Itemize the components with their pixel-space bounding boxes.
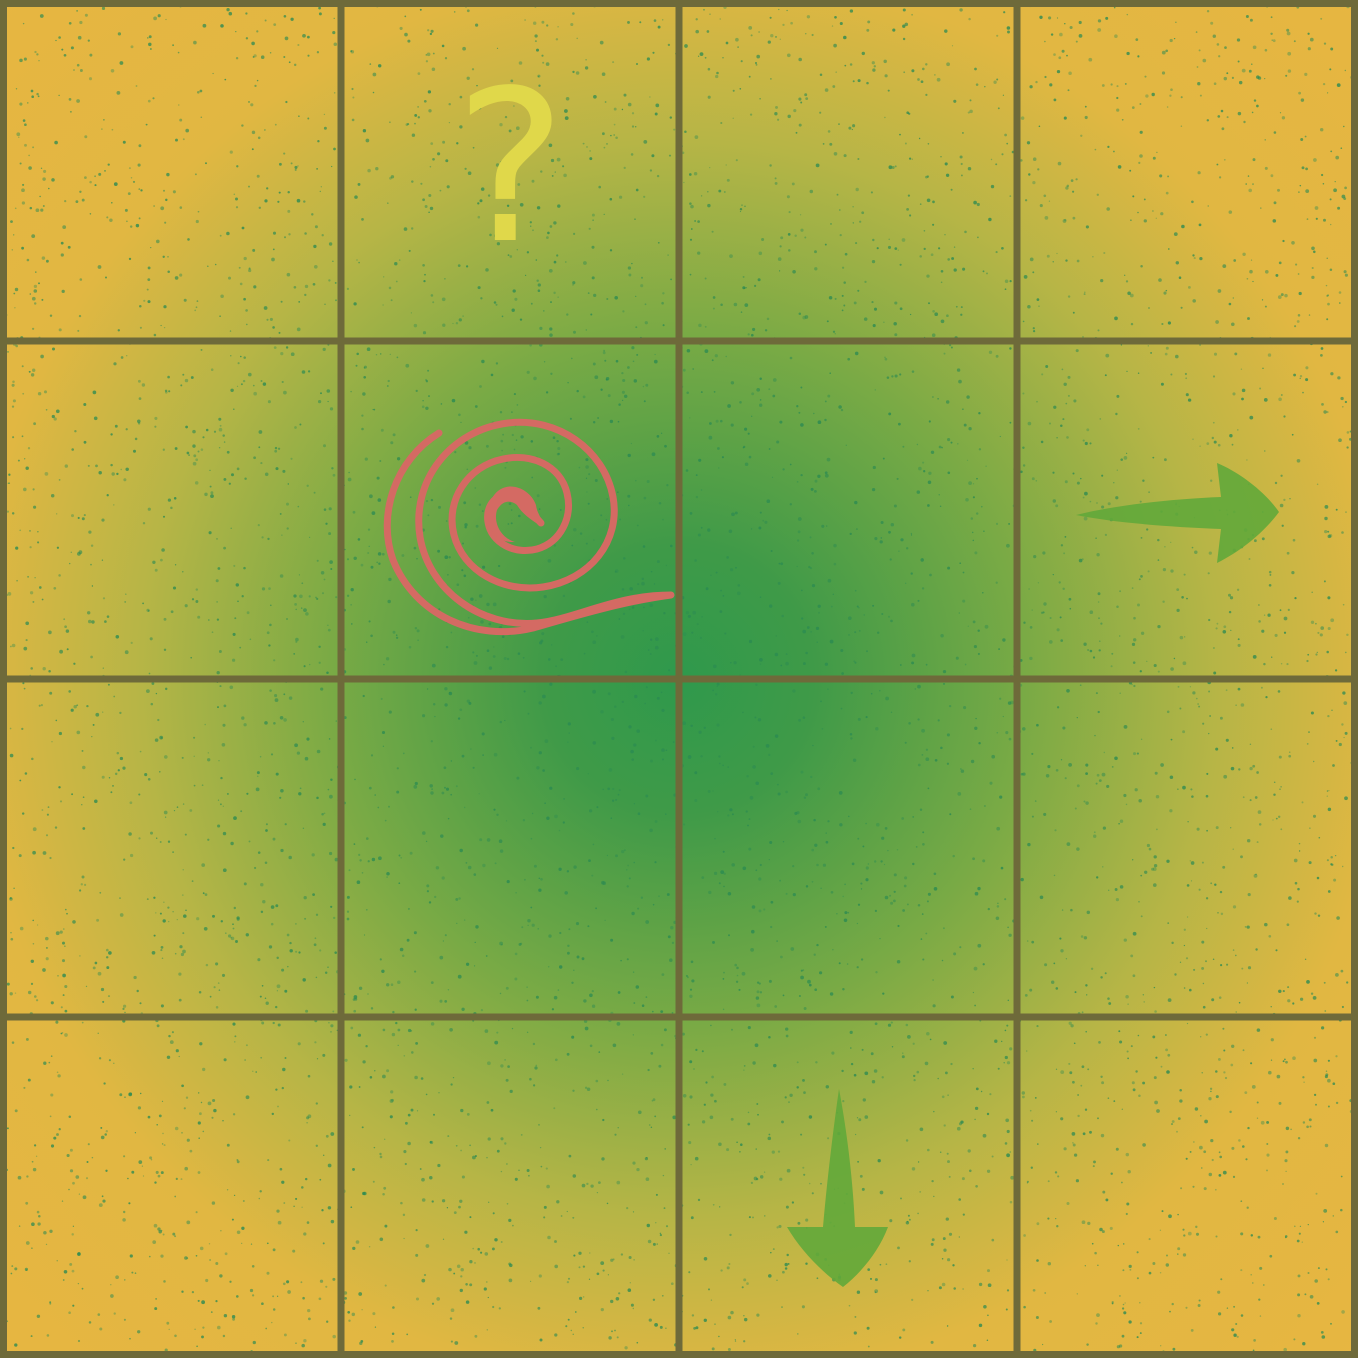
spiral-icon bbox=[383, 418, 675, 636]
arrow-right-icon bbox=[1076, 463, 1279, 563]
arrow-down-icon bbox=[787, 1089, 888, 1287]
cell-r1-c1[interactable] bbox=[345, 345, 676, 676]
cell-r1-c3[interactable] bbox=[1021, 345, 1352, 676]
cell-r3-c2[interactable] bbox=[683, 1021, 1014, 1352]
